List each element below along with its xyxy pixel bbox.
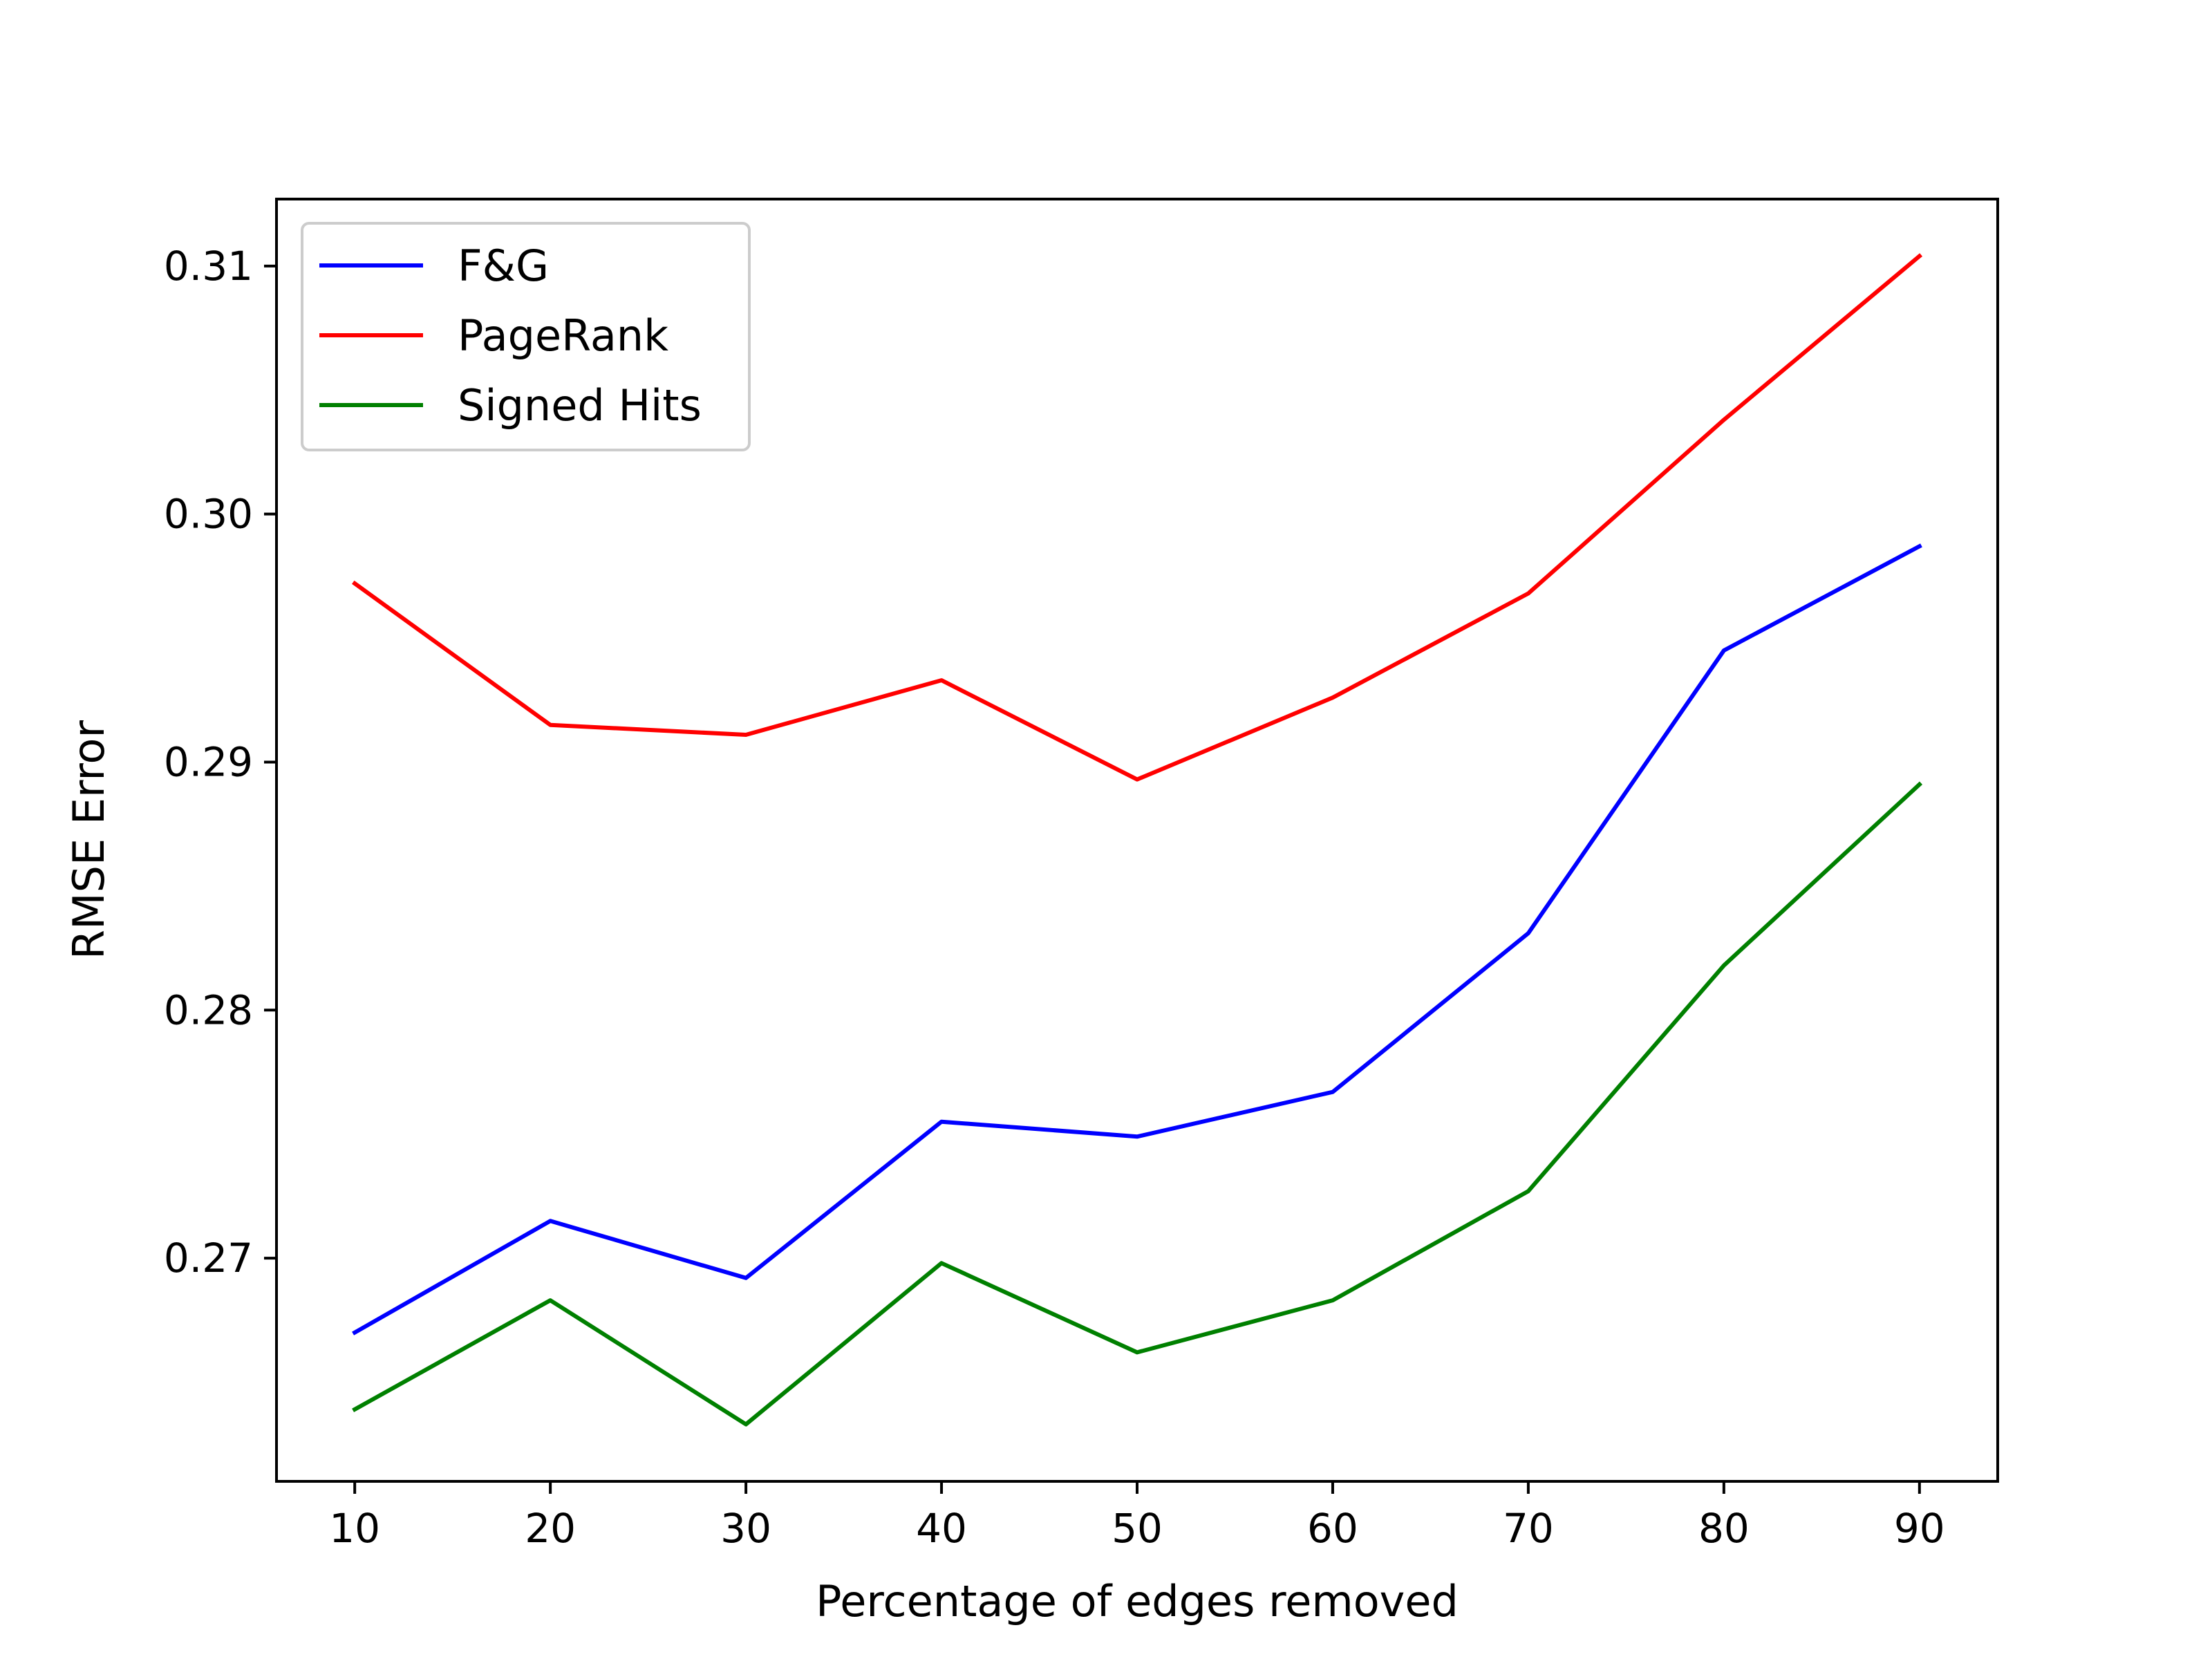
legend-label-f-g: F&G bbox=[458, 241, 549, 291]
x-axis: 10 20 30 40 50 60 70 80 90 bbox=[329, 1481, 1945, 1552]
y-tick-label: 0.27 bbox=[164, 1235, 253, 1282]
x-tick-label: 50 bbox=[1112, 1505, 1163, 1552]
x-tick-label: 20 bbox=[525, 1505, 576, 1552]
series-layer bbox=[352, 253, 1923, 1427]
legend-label-signed-hits: Signed Hits bbox=[458, 380, 702, 431]
x-axis-label: Percentage of edges removed bbox=[816, 1576, 1459, 1627]
x-tick-label: 60 bbox=[1307, 1505, 1358, 1552]
y-tick-label: 0.31 bbox=[164, 243, 253, 290]
y-axis: 0.27 0.28 0.29 0.30 0.31 bbox=[164, 243, 276, 1282]
y-axis-label: RMSE Error bbox=[64, 720, 114, 959]
x-tick-label: 90 bbox=[1894, 1505, 1945, 1552]
y-tick-label: 0.29 bbox=[164, 738, 253, 785]
series-line-signed-hits bbox=[352, 781, 1923, 1427]
legend-label-pagerank: PageRank bbox=[458, 310, 668, 361]
legend-entries: F&G PageRank Signed Hits bbox=[319, 241, 702, 431]
y-tick-label: 0.30 bbox=[164, 491, 253, 538]
legend: F&G PageRank Signed Hits bbox=[301, 222, 751, 451]
x-tick-label: 40 bbox=[916, 1505, 967, 1552]
x-tick-label: 10 bbox=[329, 1505, 380, 1552]
series-line-f-g bbox=[352, 543, 1922, 1335]
legend-frame bbox=[301, 222, 751, 451]
series-line-pagerank bbox=[352, 253, 1923, 782]
y-tick-label: 0.28 bbox=[164, 986, 253, 1033]
x-tick-label: 30 bbox=[720, 1505, 771, 1552]
x-tick-label: 80 bbox=[1698, 1505, 1750, 1552]
x-tick-label: 70 bbox=[1503, 1505, 1554, 1552]
